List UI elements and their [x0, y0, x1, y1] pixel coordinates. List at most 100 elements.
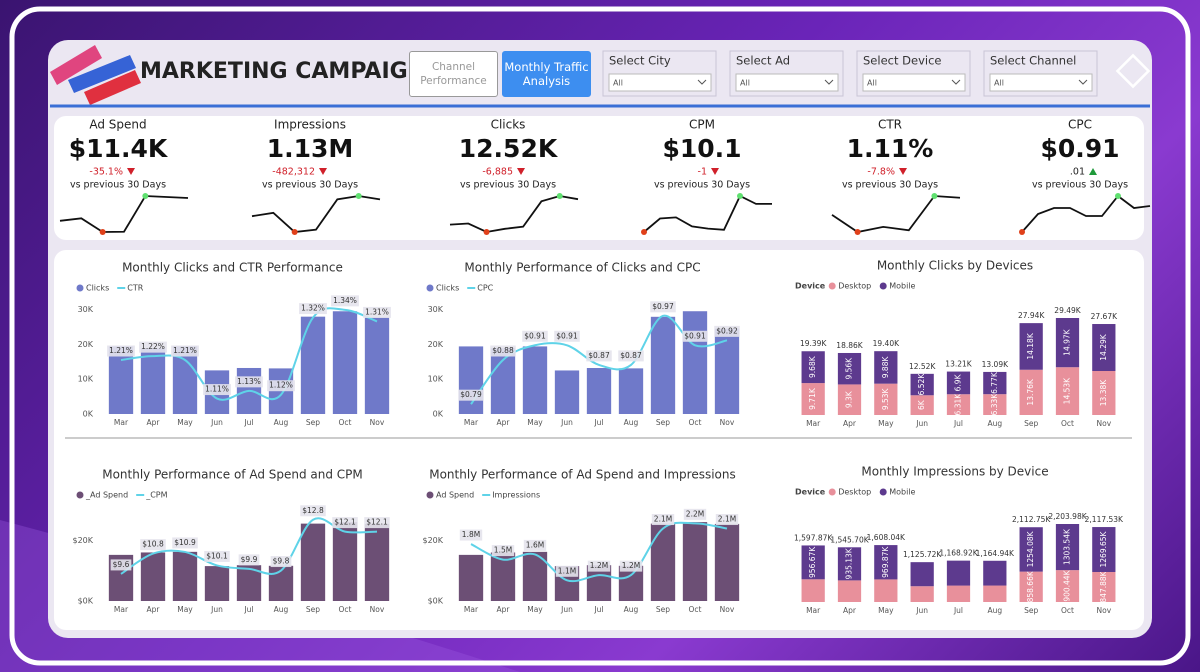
segment-label: 9.71K: [808, 387, 817, 410]
x-tick-label: May: [177, 605, 193, 614]
total-label: 12.52K: [909, 362, 936, 371]
x-tick-label: Jul: [953, 419, 963, 428]
bar: [172, 551, 198, 601]
data-label: 1.32%: [301, 304, 325, 313]
label-box: [270, 556, 292, 568]
legend-label: CTR: [127, 284, 143, 293]
x-tick-label: Jun: [560, 418, 573, 427]
label-box: [363, 306, 391, 318]
chart-title: Monthly Performance of Clicks and CPC: [464, 261, 700, 275]
x-tick-label: Oct: [1061, 606, 1074, 615]
bar-segment: [946, 394, 971, 415]
bar-segment: [983, 585, 1007, 602]
chevron: [1078, 79, 1088, 85]
bar-segment: [946, 371, 971, 395]
y-tick-label: 10K: [78, 375, 94, 384]
kpi-value: $11.4K: [69, 134, 169, 163]
kpi-compare: vs previous 30 Days: [842, 180, 938, 191]
line: [120, 307, 378, 401]
kpi-arrow: [1089, 168, 1097, 175]
bar-segment: [837, 352, 862, 385]
bar: [364, 317, 390, 414]
segment-label: 900.44K: [1063, 569, 1072, 601]
legend-swatch: [828, 282, 836, 290]
label-box: [235, 376, 263, 388]
dashboard-title: MARKETING CAMPAIGN: [140, 59, 426, 84]
kpi-change: -1: [698, 167, 707, 178]
label-box: [171, 345, 199, 357]
data-label: 1.22%: [141, 342, 165, 351]
filter-dropdown[interactable]: Select Device All: [856, 50, 971, 97]
legend-swatch: [76, 284, 84, 292]
data-label: 2.1M: [654, 515, 672, 524]
total-label: 1,164.94K: [976, 549, 1015, 558]
data-label: $10.1: [206, 551, 228, 560]
y-tick-label: 30K: [428, 305, 444, 314]
x-tick-label: Aug: [274, 418, 289, 427]
chart-title: Monthly Impressions by Device: [861, 465, 1048, 479]
total-label: 29.49K: [1054, 306, 1081, 315]
bar-segment: [983, 371, 1007, 395]
sparkline-min: [854, 229, 861, 235]
nav-button-active[interactable]: Monthly Traffic Analysis: [502, 51, 591, 97]
data-label: $9.9: [241, 555, 258, 564]
nav-button[interactable]: Channel Performance: [409, 51, 498, 97]
data-label: $9.8: [273, 557, 290, 566]
filter-dropdown[interactable]: Select Channel All: [983, 50, 1098, 97]
segment-label: 858.66K: [1026, 570, 1035, 602]
x-tick-label: Sep: [656, 418, 670, 427]
data-label: 1.2M: [622, 561, 640, 570]
data-label: $9.6: [113, 560, 130, 569]
kpi-change: -482,312: [272, 167, 315, 178]
bar: [682, 522, 708, 601]
filter-select: [989, 73, 1093, 92]
total-label: 2,112.75K: [1012, 515, 1051, 524]
legend-swatch: [828, 488, 836, 496]
segment-label: 9.68K: [808, 355, 817, 378]
filter-value: All: [740, 79, 750, 88]
legend-label: _Ad Spend: [85, 491, 128, 500]
x-tick-label: Oct: [689, 605, 702, 614]
x-tick-label: May: [878, 606, 894, 615]
bar-segment: [1055, 318, 1080, 368]
label-box: [458, 389, 484, 401]
bar-segment: [946, 585, 971, 602]
y-tick-label: 20K: [428, 340, 444, 349]
x-tick-label: Apr: [147, 605, 161, 614]
bar: [490, 348, 516, 414]
data-label: $10.8: [142, 540, 164, 549]
reset-icon[interactable]: [1115, 53, 1151, 89]
sparkline-min: [483, 229, 490, 235]
legend-label: Ad Spend: [436, 491, 474, 500]
segment-label: 9.3K: [845, 390, 854, 408]
segment-label: 14.97K: [1063, 328, 1072, 355]
bar: [332, 522, 358, 601]
bar-segment: [801, 579, 825, 602]
icon-shape: [1115, 53, 1151, 89]
label-box: [364, 517, 390, 529]
legend-label: Mobile: [889, 488, 915, 497]
sparkline: [449, 195, 579, 233]
x-tick-label: Jun: [210, 605, 223, 614]
label-box: [203, 384, 231, 396]
bar: [618, 368, 644, 414]
data-label: 2.2M: [686, 509, 704, 518]
x-tick-label: Jun: [210, 418, 223, 427]
segment-label: 9.53K: [881, 387, 890, 410]
y-tick-label: $20K: [72, 536, 93, 545]
filter-dropdown[interactable]: Select Ad All: [729, 50, 844, 97]
bar-segment: [1019, 369, 1043, 415]
data-label: $0.79: [460, 390, 482, 399]
x-tick-label: Aug: [624, 605, 639, 614]
legend-swatch: [426, 284, 434, 292]
segment-label: 969.87K: [881, 546, 890, 578]
kpi-compare: vs previous 30 Days: [70, 180, 166, 191]
sparkline-min: [641, 229, 647, 235]
segment-label: 14.18K: [1026, 332, 1035, 359]
x-tick-label: Aug: [988, 606, 1003, 615]
line: [470, 521, 728, 583]
filter-label: Select Channel: [990, 54, 1076, 68]
data-label: $0.87: [588, 351, 610, 360]
kpi-label: CTR: [878, 118, 902, 132]
filter-dropdown[interactable]: Select City All: [602, 50, 717, 97]
